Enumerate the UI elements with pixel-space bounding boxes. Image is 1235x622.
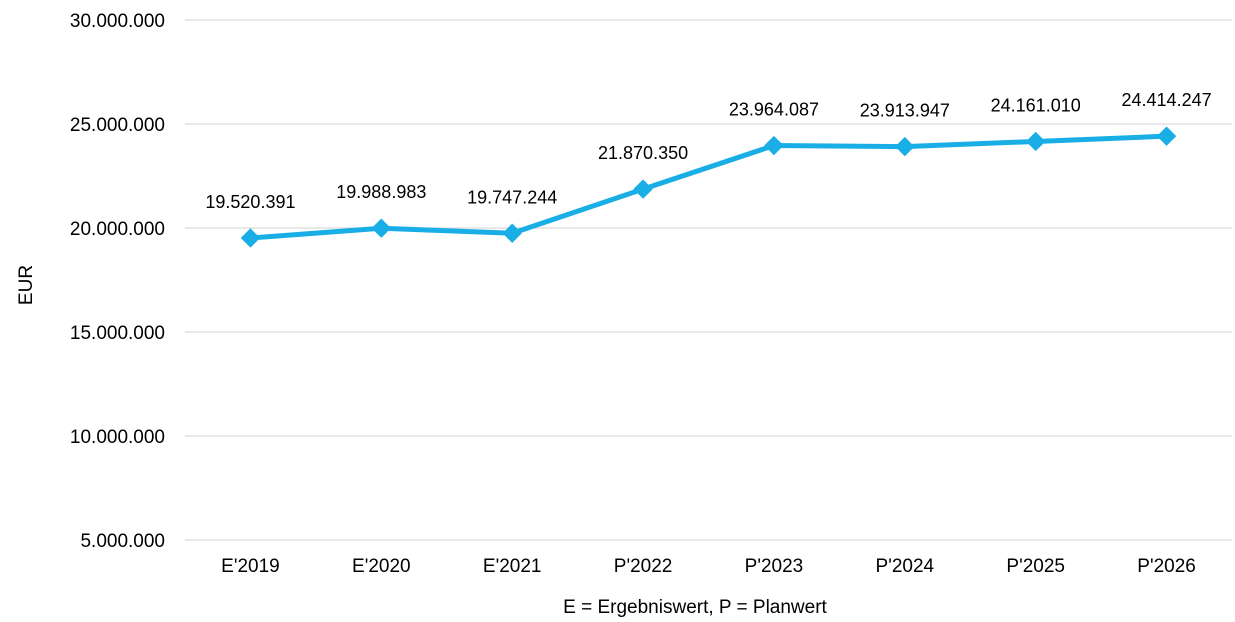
x-tick-label: P'2023: [745, 556, 804, 577]
y-axis-title: EUR: [16, 265, 37, 305]
series-line-group: [240, 126, 1177, 248]
y-axis-ticks: 5.000.000 10.000.000 15.000.000 20.000.000 2…: [70, 11, 165, 552]
y-tick-label: 15.000.000: [70, 323, 165, 344]
data-label: 24.161.010: [991, 95, 1081, 115]
x-tick-label: E'2020: [352, 556, 411, 577]
data-point-marker: [1156, 126, 1177, 146]
data-point-marker: [371, 218, 392, 238]
x-tick-label: P'2026: [1137, 556, 1196, 577]
data-label: 24.414.247: [1122, 90, 1212, 110]
data-label: 19.520.391: [205, 192, 295, 212]
y-tick-label: 5.000.000: [80, 531, 165, 552]
data-label: 21.870.350: [598, 143, 688, 163]
y-tick-label: 10.000.000: [70, 427, 165, 448]
y-tick-label: 20.000.000: [70, 219, 165, 240]
data-point-marker: [240, 228, 261, 248]
y-tick-label: 25.000.000: [70, 115, 165, 136]
x-axis-ticks: E'2019 E'2020 E'2021 P'2022 P'2023 P'2024 P'20…: [221, 556, 1196, 577]
series-line: [247, 133, 1170, 241]
data-labels: 19.520.391 19.988.983 19.747.244 21.870.350…: [205, 90, 1211, 212]
data-point-marker: [1025, 131, 1046, 152]
x-tick-label: P'2025: [1006, 556, 1065, 577]
x-tick-label: E'2019: [221, 556, 280, 577]
data-label: 23.964.087: [729, 100, 819, 120]
data-label: 19.988.983: [336, 182, 426, 202]
x-tick-label: P'2024: [876, 556, 935, 577]
data-point-marker: [764, 135, 784, 156]
data-point-marker: [895, 136, 915, 157]
data-label: 23.913.947: [860, 101, 950, 121]
x-tick-label: P'2022: [614, 556, 673, 577]
data-point-marker: [633, 179, 653, 199]
data-point-marker: [502, 223, 522, 243]
y-tick-label: 30.000.000: [70, 11, 165, 32]
x-tick-label: E'2021: [483, 556, 542, 577]
data-label: 19.747.244: [467, 187, 557, 207]
x-axis-caption: E = Ergebniswert, P = Planwert: [563, 597, 827, 618]
